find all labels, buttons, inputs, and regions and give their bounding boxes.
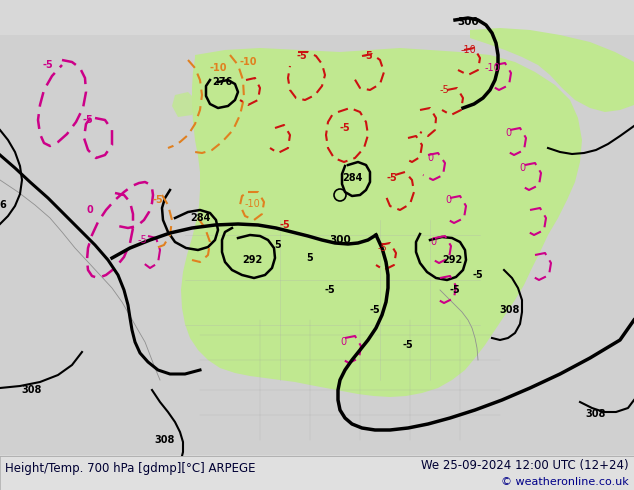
- Text: 308: 308: [500, 305, 520, 315]
- Text: -5: -5: [450, 285, 460, 295]
- Text: 0: 0: [427, 153, 433, 163]
- Text: 0: 0: [519, 163, 525, 173]
- Text: 308: 308: [155, 435, 175, 445]
- Polygon shape: [172, 92, 196, 117]
- Text: 308: 308: [22, 385, 42, 395]
- Text: -5: -5: [472, 270, 483, 280]
- Text: -5: -5: [137, 235, 147, 245]
- Text: -5: -5: [297, 51, 307, 61]
- Polygon shape: [181, 48, 582, 397]
- Text: 0: 0: [505, 128, 511, 138]
- Text: -5: -5: [370, 305, 380, 315]
- Text: 284: 284: [342, 173, 362, 183]
- Text: 276: 276: [212, 77, 232, 87]
- Text: 300: 300: [457, 17, 479, 27]
- Polygon shape: [222, 52, 250, 70]
- Bar: [0, 35, 634, 455]
- Text: -10: -10: [484, 63, 500, 73]
- Text: 5: 5: [307, 253, 313, 263]
- Text: We 25-09-2024 12:00 UTC (12+24): We 25-09-2024 12:00 UTC (12+24): [422, 459, 629, 472]
- Text: -10: -10: [460, 45, 476, 55]
- Text: © weatheronline.co.uk: © weatheronline.co.uk: [501, 476, 629, 487]
- Text: -5: -5: [325, 285, 335, 295]
- Text: 292: 292: [442, 255, 462, 265]
- Text: 300: 300: [329, 235, 351, 245]
- Text: -5: -5: [403, 340, 413, 350]
- Polygon shape: [416, 84, 442, 106]
- Text: -5: -5: [280, 220, 290, 230]
- Text: 5: 5: [275, 240, 281, 250]
- Text: 0: 0: [445, 195, 451, 205]
- Text: -10: -10: [239, 57, 257, 67]
- Text: -5: -5: [377, 243, 387, 253]
- Text: Height/Temp. 700 hPa [gdmp][°C] ARPEGE: Height/Temp. 700 hPa [gdmp][°C] ARPEGE: [5, 463, 256, 475]
- Text: -5: -5: [153, 195, 164, 205]
- Text: 0: 0: [340, 337, 346, 347]
- Text: 6: 6: [0, 200, 6, 210]
- Text: 292: 292: [242, 255, 262, 265]
- Text: 0: 0: [87, 205, 93, 215]
- Text: -5: -5: [387, 173, 398, 183]
- Text: 284: 284: [190, 213, 210, 223]
- Polygon shape: [443, 68, 468, 90]
- Polygon shape: [268, 58, 295, 78]
- Polygon shape: [348, 74, 375, 96]
- Text: -5: -5: [42, 60, 53, 70]
- Text: -5: -5: [82, 115, 93, 125]
- Text: 0: 0: [430, 237, 436, 247]
- Polygon shape: [296, 86, 323, 108]
- Text: -10: -10: [244, 199, 260, 209]
- Text: -5: -5: [363, 51, 373, 61]
- Text: -10: -10: [209, 63, 227, 73]
- Bar: [0, 456, 634, 490]
- Text: -5: -5: [439, 85, 449, 95]
- Polygon shape: [470, 28, 634, 112]
- Text: 308: 308: [586, 409, 606, 419]
- Text: -5: -5: [340, 123, 351, 133]
